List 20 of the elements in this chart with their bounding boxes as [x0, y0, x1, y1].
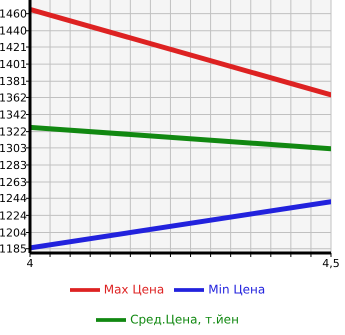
y-tick-label: 1401	[0, 58, 27, 72]
y-tick-label: 1421	[0, 40, 27, 54]
y-tick-label: 1322	[0, 126, 27, 139]
y-tick-label: 1283	[0, 158, 27, 172]
y-tick-label: 1303	[0, 142, 27, 155]
y-tick-label: 1244	[0, 192, 27, 206]
legend-label: Max Цена	[104, 282, 164, 296]
y-tick-label: 1185	[0, 242, 27, 256]
x-tick-label: 4	[26, 256, 34, 270]
y-tick-label: 1460	[0, 8, 27, 21]
legend-label: Сред.Цена, т.йен	[130, 312, 239, 326]
x-tick-label: 4,5	[322, 256, 340, 270]
y-tick-label: 1263	[0, 176, 27, 189]
y-tick-label: 1204	[0, 226, 27, 240]
y-tick-label: 1440	[0, 24, 27, 38]
y-tick-label: 1362	[0, 91, 27, 104]
y-tick-label: 1381	[0, 75, 27, 88]
y-tick-label: 1224	[0, 209, 27, 222]
y-tick-label: 1342	[0, 108, 27, 122]
legend-label: Min Цена	[208, 282, 266, 296]
